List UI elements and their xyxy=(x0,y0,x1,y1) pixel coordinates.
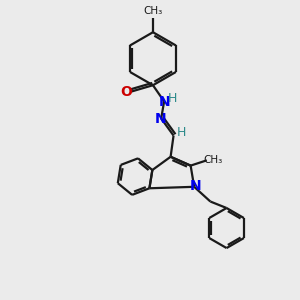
Text: N: N xyxy=(190,178,201,193)
Text: CH₃: CH₃ xyxy=(204,155,223,165)
Text: H: H xyxy=(177,126,187,139)
Text: N: N xyxy=(158,95,170,109)
Text: CH₃: CH₃ xyxy=(143,6,163,16)
Text: N: N xyxy=(155,112,167,126)
Text: O: O xyxy=(120,85,132,99)
Text: H: H xyxy=(168,92,177,105)
